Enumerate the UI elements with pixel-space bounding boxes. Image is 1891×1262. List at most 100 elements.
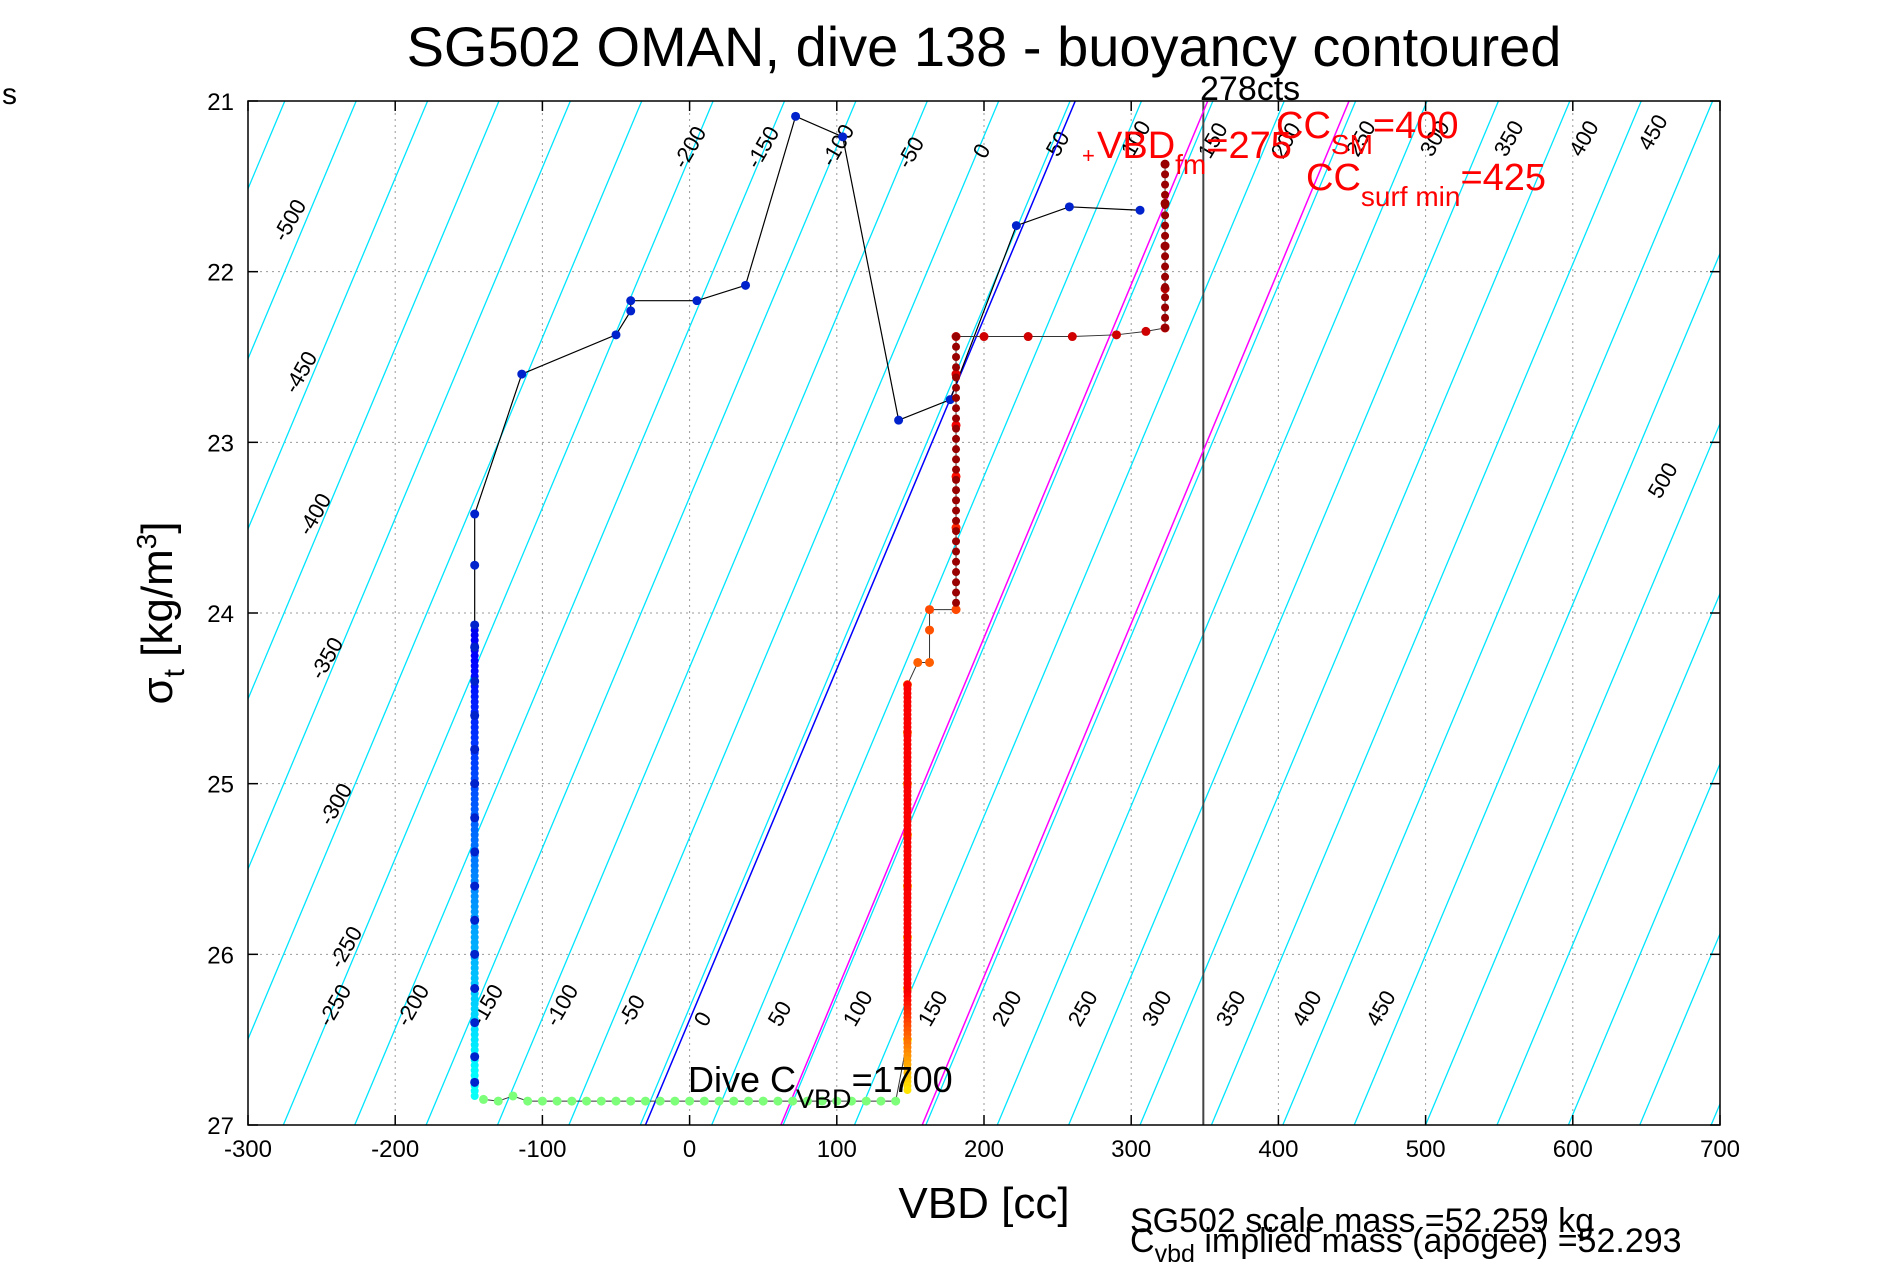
dive-point	[913, 657, 923, 667]
climb-point	[791, 111, 801, 121]
magenta-reference-line	[921, 101, 1350, 1125]
buoyancy-contour-line	[1068, 101, 1500, 1125]
axis-ticks: -300 -200 -100 0 100 200 300 400 500 600 700 21 22 23…	[207, 89, 1740, 1163]
dive-point	[1161, 252, 1170, 261]
dive-point	[952, 496, 961, 505]
scale-mass-annotation: SG502 scale mass =52.259 kg	[1130, 1202, 1594, 1240]
buoyancy-contour-line	[925, 101, 1357, 1125]
y-tick-label: 27	[207, 1113, 234, 1140]
buoyancy-contour-line	[1710, 1102, 1720, 1125]
dive-point	[891, 1096, 901, 1106]
y-tick-label: 23	[207, 430, 234, 457]
dive-point	[925, 625, 935, 635]
climb-point	[626, 296, 636, 306]
y-tick-label: 21	[207, 89, 234, 116]
climb-point	[741, 280, 751, 290]
climb-point	[470, 560, 480, 570]
x-tick-label: -100	[518, 1136, 566, 1163]
climb-point	[470, 710, 480, 720]
dive-cvbd-value: =1700	[852, 1059, 953, 1100]
dive-point	[952, 588, 961, 597]
buoyancy-contour-line	[248, 101, 643, 1041]
contour-label-top: -250	[324, 922, 368, 973]
y-axis-label-unit: [kg/m	[133, 549, 182, 669]
buoyancy-contour-line	[248, 101, 429, 531]
vbd-fm-annotation: VBDfm=275	[1097, 125, 1292, 180]
x-tick-label: 200	[964, 1136, 1004, 1163]
x-tick-label: 0	[683, 1136, 696, 1163]
x-tick-label: 700	[1700, 1136, 1740, 1163]
dive-point	[952, 578, 961, 587]
climb-point	[470, 915, 480, 925]
grid-lines	[247, 100, 1721, 1126]
dive-point	[952, 404, 961, 413]
climb-point	[470, 949, 480, 959]
dive-point	[714, 1096, 724, 1106]
dive-point	[626, 1096, 636, 1106]
dive-point	[743, 1096, 753, 1106]
dive-point	[952, 527, 961, 536]
buoyancy-contour-line	[0, 101, 71, 1125]
contour-label-top: 400	[1564, 116, 1604, 160]
contour-label-bottom: -200	[391, 980, 435, 1031]
x-tick-label: -200	[371, 1136, 419, 1163]
x-tick-label: 100	[817, 1136, 857, 1163]
climb-point	[1135, 205, 1145, 215]
climb-point	[894, 415, 904, 425]
neutral-buoyancy-line	[644, 101, 1076, 1125]
contour-label-top: 350	[1489, 116, 1529, 160]
contour-label-top: -450	[279, 347, 323, 398]
dive-point	[1161, 231, 1170, 240]
cc-surf-subscript: surf min	[1361, 181, 1461, 212]
dive-point	[903, 1086, 912, 1095]
dive-point	[861, 1096, 871, 1106]
climb-point	[470, 847, 480, 857]
dive-point	[1161, 293, 1170, 302]
buoyancy-contour-line	[568, 101, 1000, 1125]
dive-point	[537, 1096, 547, 1106]
contour-label-top: -300	[314, 779, 358, 830]
dive-point	[1161, 272, 1170, 281]
dive-point	[952, 568, 961, 577]
dive-point	[1067, 332, 1077, 342]
buoyancy-contour-line	[1783, 101, 1891, 1125]
contour-label-bottom: 350	[1211, 986, 1251, 1030]
buoyancy-contour-line	[1282, 101, 1714, 1125]
cc-sm-prefix: CC	[1276, 105, 1331, 147]
corner-mark: s	[2, 78, 17, 111]
dive-point	[952, 506, 961, 515]
dive-point	[699, 1096, 709, 1106]
dive-point	[655, 1096, 665, 1106]
dive-point	[952, 332, 961, 341]
dive-point	[729, 1096, 739, 1106]
implied-mass-prefix: C	[1130, 1222, 1155, 1260]
climb-point	[470, 1052, 480, 1062]
chart-title: SG502 OMAN, dive 138 - buoyancy contoure…	[407, 15, 1562, 78]
dive-point	[802, 1096, 812, 1106]
y-tick-label: 26	[207, 942, 234, 969]
contour-label-top: -350	[305, 633, 349, 684]
contour-label-top: -50	[892, 132, 930, 172]
dive-point	[1161, 211, 1170, 220]
dive-point	[952, 393, 961, 402]
cc-sm-value: =400	[1373, 105, 1459, 147]
y-axis-label-symbol: σ	[133, 677, 182, 704]
climb-point	[1064, 202, 1074, 212]
dive-point	[951, 605, 961, 615]
dive-point	[611, 1096, 621, 1106]
x-axis-label: VBD [cc]	[898, 1179, 1069, 1228]
y-tick-label: 22	[207, 260, 234, 287]
contour-label-bottom: 200	[987, 986, 1027, 1030]
dive-point	[952, 434, 961, 443]
climb-point	[470, 620, 480, 630]
buoyancy-contour-line	[711, 101, 1143, 1125]
dive-point	[640, 1096, 650, 1106]
dive-point	[1161, 190, 1170, 199]
dive-point	[952, 455, 961, 464]
dive-point	[1161, 160, 1170, 169]
dive-point	[952, 557, 961, 566]
dive-point	[479, 1094, 489, 1104]
data-series: +	[470, 111, 1170, 1106]
dive-point	[508, 1091, 518, 1101]
dive-point	[952, 598, 961, 607]
